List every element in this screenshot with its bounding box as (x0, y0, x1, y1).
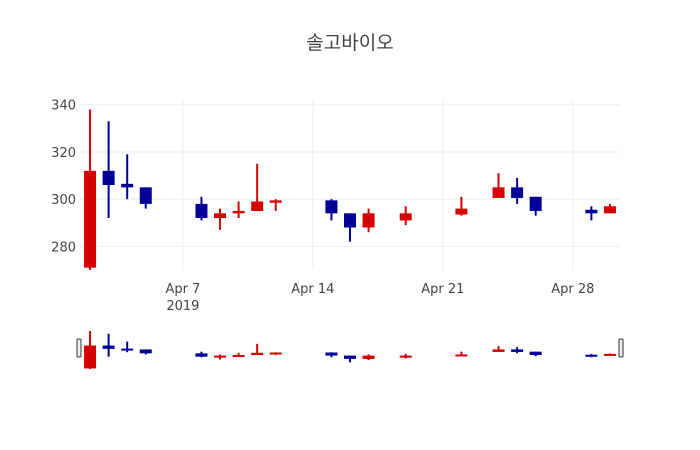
slider-candle (84, 331, 97, 369)
candle (102, 121, 115, 219)
candle-body (325, 200, 338, 214)
candle (139, 187, 152, 209)
slider-candle (251, 343, 264, 356)
y-tick-label: 280 (51, 240, 76, 255)
slider-candle (529, 351, 542, 357)
slider-candle (603, 353, 616, 356)
candle-body (511, 187, 524, 198)
slider-candle-body (511, 349, 524, 352)
slider-candle (344, 355, 356, 363)
slider-candle (232, 352, 245, 358)
candle-body (344, 213, 356, 228)
slider-candle (325, 352, 338, 358)
slider-candle (399, 353, 412, 359)
slider-candle-body (362, 355, 375, 359)
slider-candle-body (585, 354, 598, 357)
candle (344, 213, 356, 242)
slider-candle (511, 347, 524, 354)
candle-body (269, 200, 282, 203)
slider-candle-body (121, 348, 134, 351)
candle (603, 203, 616, 214)
candle (399, 206, 412, 226)
candle-body (102, 170, 115, 185)
y-tick-label: 300 (51, 193, 76, 208)
slider-candle (455, 351, 468, 357)
slider-candle (362, 354, 375, 361)
candle (529, 196, 542, 216)
slider-candle (121, 341, 134, 353)
candle-body (603, 206, 616, 214)
x-tick-label: Apr 14 (291, 282, 334, 297)
y-tick-label: 320 (51, 146, 76, 161)
candle-body (84, 170, 97, 268)
candle-body (139, 187, 152, 204)
slider-candle-body (344, 355, 356, 359)
slider-candle-body (492, 349, 505, 352)
slider-candle-body (603, 353, 616, 356)
candles (84, 109, 616, 270)
candle (455, 196, 468, 216)
candle (214, 208, 227, 230)
slider-candle-body (399, 355, 412, 358)
x-tick-year-label: 2019 (166, 299, 199, 314)
candle (84, 109, 97, 270)
slider-candle (585, 353, 598, 358)
slider-candle-body (455, 354, 468, 357)
x-tick-label: Apr 21 (421, 282, 464, 297)
range-slider-right-handle[interactable] (618, 338, 624, 358)
candle-body (529, 196, 542, 211)
candle-body (214, 213, 227, 219)
slider-candle (139, 349, 152, 355)
y-axis: 280 300 320 340 (51, 99, 76, 256)
candle (585, 206, 598, 221)
grid (80, 100, 620, 270)
slider-candle-body (232, 355, 245, 358)
slider-candle-body (251, 352, 264, 356)
candle-body (251, 201, 264, 211)
candle (362, 208, 375, 233)
x-tick-label: Apr 28 (551, 282, 594, 297)
chart-title: 솔고바이오 (306, 32, 393, 54)
slider-candle-body (529, 351, 542, 356)
x-axis: Apr 7 2019 Apr 14 Apr 21 Apr 28 (165, 282, 594, 314)
candle-body (362, 213, 375, 228)
slider-candle (492, 346, 505, 352)
slider-candle-body (325, 352, 338, 356)
slider-candle-body (214, 355, 227, 358)
candle-body (455, 208, 468, 215)
candle (195, 196, 208, 221)
y-tick-label: 340 (51, 99, 76, 114)
candle-body (492, 187, 505, 198)
candle-body (585, 209, 598, 214)
slider-candle-body (139, 349, 152, 354)
candle-body (232, 210, 245, 214)
candle (511, 177, 524, 204)
slider-candle-body (84, 345, 97, 369)
slider-candle-body (195, 353, 208, 357)
candle (492, 173, 505, 198)
slider-candle-body (102, 345, 115, 349)
slider-candle (195, 351, 208, 358)
range-slider[interactable] (76, 331, 624, 369)
range-slider-left-handle[interactable] (76, 338, 82, 358)
candle-body (121, 183, 134, 188)
slider-candle (214, 354, 227, 360)
slider-candle (102, 333, 115, 357)
candle (325, 199, 338, 221)
candle (232, 201, 245, 219)
candle (251, 163, 264, 211)
slider-candle-body (269, 352, 282, 355)
candle (269, 199, 282, 211)
candle (121, 154, 134, 200)
candle-body (195, 203, 208, 219)
candle-body (399, 213, 412, 221)
slider-candle (269, 352, 282, 356)
x-tick-label: Apr 7 (165, 282, 200, 297)
